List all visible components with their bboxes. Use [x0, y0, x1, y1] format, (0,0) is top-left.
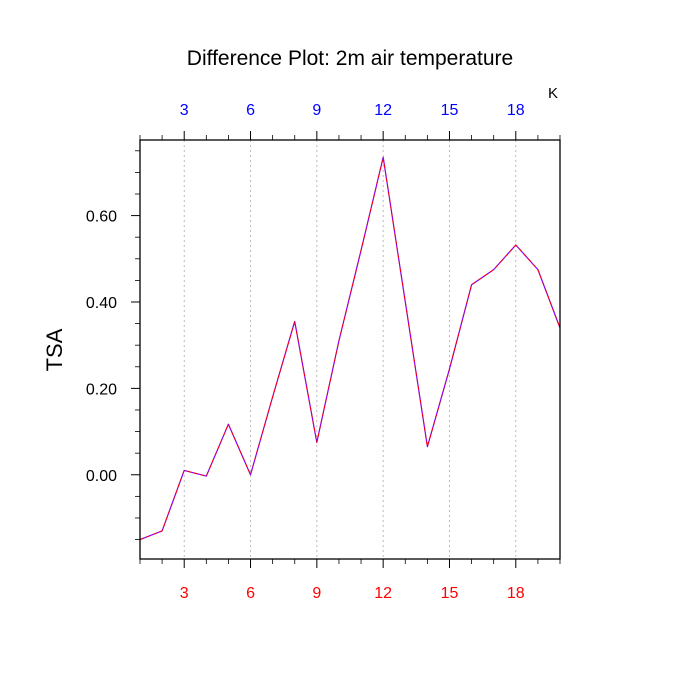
x-tick-label-bottom: 18 [507, 585, 525, 602]
x-tick-label-top: 6 [246, 102, 255, 119]
series-layer [139, 156, 561, 541]
x-tick-label-bottom: 6 [246, 585, 255, 602]
units-label: K [548, 85, 558, 102]
plot-frame [139, 139, 561, 560]
series-line-dash [139, 156, 561, 541]
x-tick-label-top: 12 [374, 102, 392, 119]
tick-labels: 3 3 6 6 9 9 12 12 15 15 18 18 0.00 0.20 0.40 0.60 [86, 102, 525, 602]
chart-title: Difference Plot: 2m air temperature [187, 47, 513, 70]
axis-ticks [131, 131, 561, 568]
x-tick-label-top: 9 [312, 102, 321, 119]
x-tick-label-bottom: 9 [312, 585, 321, 602]
vertical-grid [183, 140, 517, 559]
y-tick-label: 0.00 [86, 468, 117, 485]
x-tick-label-bottom: 15 [441, 585, 459, 602]
x-tick-label-top: 3 [180, 102, 189, 119]
y-tick-label: 0.60 [86, 209, 117, 226]
x-tick-label-bottom: 12 [374, 585, 392, 602]
y-tick-label: 0.40 [86, 295, 117, 312]
series-line [139, 156, 561, 541]
y-axis-label: TSA [42, 328, 67, 371]
x-tick-label-top: 15 [441, 102, 459, 119]
x-tick-label-bottom: 3 [180, 585, 189, 602]
x-tick-label-top: 18 [507, 102, 525, 119]
y-tick-label: 0.20 [86, 381, 117, 398]
